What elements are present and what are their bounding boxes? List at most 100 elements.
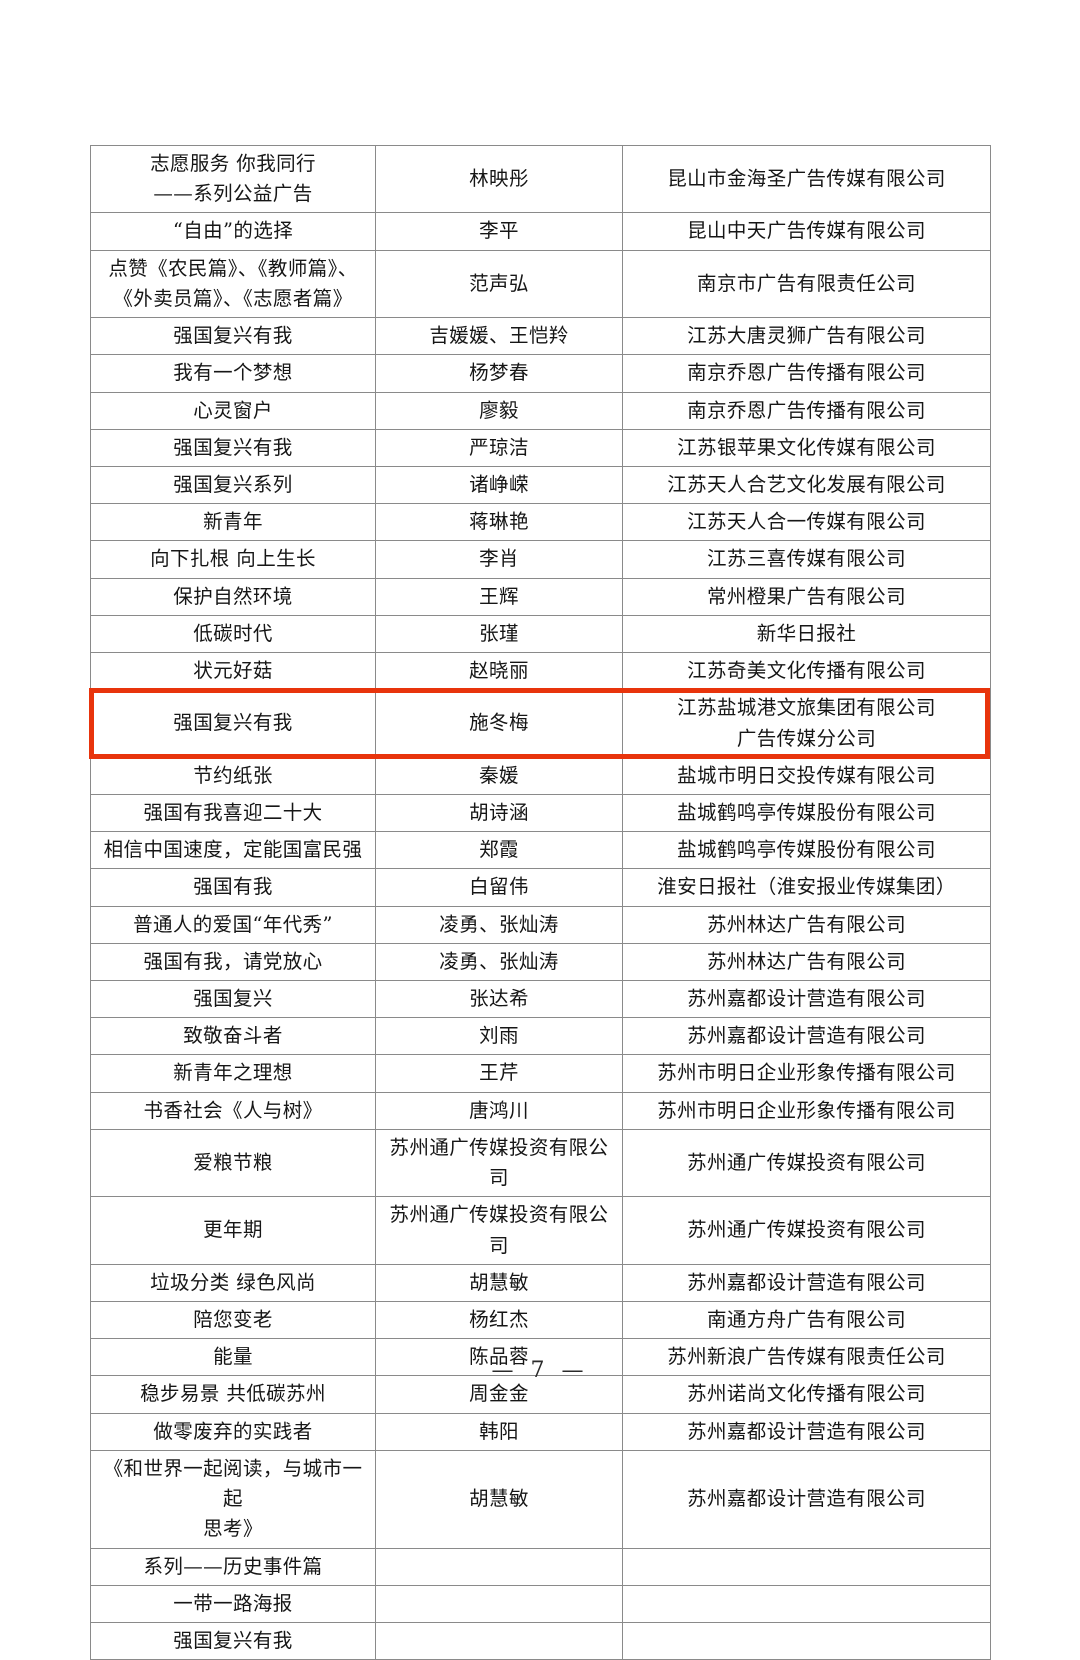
cell-author: 吉媛媛、王恺羚	[375, 317, 623, 356]
cell-organization: 江苏盐城港文旅集团有限公司 广告传媒分公司	[622, 689, 991, 758]
cell-organization: 苏州嘉都设计营造有限公司	[622, 1449, 991, 1549]
cell-work-title: 稳步易景 共低碳苏州	[90, 1375, 376, 1414]
cell-work-title: 致敬奋斗者	[90, 1017, 376, 1056]
cell-organization: 苏州诺尚文化传播有限公司	[622, 1375, 991, 1414]
cell-organization: 盐城鹤鸣亭传媒股份有限公司	[622, 793, 991, 833]
table-row: 书香社会《人与树》 唐鸿川 苏州市明日企业形象传播有限公司	[90, 1091, 991, 1130]
table-row: 节约纸张 秦媛 盐城市明日交投传媒有限公司	[90, 756, 991, 795]
cell-author: 李肖	[375, 540, 623, 579]
cell-work-title: 强国复兴有我	[90, 317, 376, 356]
cell-author: 李平	[375, 212, 623, 251]
cell-work-title: 书香社会《人与树》	[90, 1091, 376, 1130]
cell-organization: 南京乔恩广告传播有限公司	[622, 354, 991, 393]
cell-organization	[622, 1584, 991, 1623]
cell-organization: 苏州市明日企业形象传播有限公司	[622, 1054, 991, 1093]
cell-organization: 盐城鹤鸣亭传媒股份有限公司	[622, 831, 991, 870]
table-row: 强国有我 白留伟 淮安日报社（淮安报业传媒集团）	[90, 868, 991, 907]
cell-author: 白留伟	[375, 868, 623, 907]
cell-work-title: 陪您变老	[90, 1300, 376, 1340]
table-row: 保护自然环境 王辉 常州橙果广告有限公司	[90, 577, 991, 616]
cell-organization: 昆山市金海圣广告传媒有限公司	[622, 144, 991, 214]
cell-work-title: 强国有我，请党放心	[90, 942, 376, 982]
cell-organization: 苏州嘉都设计营造有限公司	[622, 1017, 991, 1056]
page-number-footer: — 7 —	[491, 1358, 589, 1383]
cell-work-title: 低碳时代	[90, 614, 376, 654]
table-row: 能量 陈品蓉 苏州新浪广告传媒有限责任公司	[90, 1338, 991, 1377]
table-row: 一带一路海报	[90, 1584, 991, 1623]
cell-author	[375, 1621, 623, 1660]
table-row: 志愿服务 你我同行 ——系列公益广告 林映彤 昆山市金海圣广告传媒有限公司	[90, 144, 991, 214]
cell-work-title: 能量	[90, 1338, 376, 1377]
cell-work-title: 我有一个梦想	[90, 354, 376, 393]
cell-work-title: 爱粮节粮	[90, 1128, 376, 1198]
table-row: 强国有我喜迎二十大 胡诗涵 盐城鹤鸣亭传媒股份有限公司	[90, 793, 991, 833]
cell-author: 范声弘	[375, 249, 623, 319]
cell-organization: 苏州通广传媒投资有限公司	[622, 1128, 991, 1198]
table-row: 低碳时代 张瑾 新华日报社	[90, 614, 991, 654]
cell-author: 陈品蓉	[375, 1338, 623, 1377]
cell-author: 韩阳	[375, 1412, 623, 1451]
cell-author: 凌勇、张灿涛	[375, 942, 623, 982]
table-row: 强国复兴系列 诸峥嵘 江苏天人合艺文化发展有限公司	[90, 465, 991, 505]
cell-author: 杨红杰	[375, 1300, 623, 1340]
award-table-body: 志愿服务 你我同行 ——系列公益广告 林映彤 昆山市金海圣广告传媒有限公司 “自由”的…	[90, 144, 991, 1660]
cell-work-title: 垃圾分类 绿色风尚	[90, 1263, 376, 1303]
table-row: “自由”的选择 李平 昆山中天广告传媒有限公司	[90, 212, 991, 251]
cell-organization: 苏州林达广告有限公司	[622, 942, 991, 982]
document-page: 志愿服务 你我同行 ——系列公益广告 林映彤 昆山市金海圣广告传媒有限公司 “自由”的…	[89, 144, 991, 1660]
cell-work-title: 相信中国速度，定能国富民强	[90, 831, 376, 870]
table-row: 致敬奋斗者 刘雨 苏州嘉都设计营造有限公司	[90, 1017, 991, 1056]
cell-author: 蒋琳艳	[375, 503, 623, 542]
table-row: 做零废弃的实践者 韩阳 苏州嘉都设计营造有限公司	[90, 1412, 991, 1451]
cell-work-title: 状元好菇	[90, 652, 376, 691]
table-row: 强国复兴有我	[90, 1621, 991, 1660]
cell-organization: 江苏天人合一传媒有限公司	[622, 503, 991, 542]
cell-organization: 南通方舟广告有限公司	[622, 1300, 991, 1340]
cell-author: 王芹	[375, 1054, 623, 1093]
cell-work-title: 一带一路海报	[90, 1584, 376, 1623]
cell-organization	[622, 1547, 991, 1586]
cell-work-title: 强国复兴有我	[90, 689, 376, 758]
cell-organization: 新华日报社	[622, 614, 991, 654]
cell-author: 苏州通广传媒投资有限公司	[375, 1128, 623, 1198]
cell-organization: 南京乔恩广告传播有限公司	[622, 391, 991, 430]
cell-work-title: 点赞《农民篇》、《教师篇》、 《外卖员篇》、《志愿者篇》	[90, 249, 376, 319]
cell-organization: 常州橙果广告有限公司	[622, 577, 991, 616]
table-row: 垃圾分类 绿色风尚 胡慧敏 苏州嘉都设计营造有限公司	[90, 1263, 991, 1303]
cell-work-title: “自由”的选择	[90, 212, 376, 251]
cell-organization: 南京市广告有限责任公司	[622, 249, 991, 319]
table-row: 点赞《农民篇》、《教师篇》、 《外卖员篇》、《志愿者篇》 范声弘 南京市广告有限责任…	[90, 249, 991, 319]
table-row: 普通人的爱国“年代秀” 凌勇、张灿涛 苏州林达广告有限公司	[90, 905, 991, 944]
cell-author: 廖毅	[375, 391, 623, 430]
cell-author: 林映彤	[375, 144, 623, 214]
cell-organization: 苏州嘉都设计营造有限公司	[622, 980, 991, 1019]
cell-work-title: 新青年之理想	[90, 1054, 376, 1093]
cell-work-title: 强国复兴有我	[90, 1621, 376, 1660]
cell-work-title: 新青年	[90, 503, 376, 542]
table-row: 更年期 苏州通广传媒投资有限公司 苏州通广传媒投资有限公司	[90, 1196, 991, 1265]
table-row: 陪您变老 杨红杰 南通方舟广告有限公司	[90, 1300, 991, 1340]
cell-author: 赵晓丽	[375, 652, 623, 691]
cell-work-title: 《和世界一起阅读，与城市一起 思考》	[90, 1449, 376, 1549]
cell-author: 施冬梅	[375, 689, 623, 758]
cell-work-title: 系列——历史事件篇	[90, 1547, 376, 1586]
cell-author: 诸峥嵘	[375, 465, 623, 505]
cell-organization	[622, 1621, 991, 1660]
cell-organization: 昆山中天广告传媒有限公司	[622, 212, 991, 251]
cell-work-title: 做零废弃的实践者	[90, 1412, 376, 1451]
cell-organization: 苏州嘉都设计营造有限公司	[622, 1263, 991, 1303]
table-row: 向下扎根 向上生长 李肖 江苏三喜传媒有限公司	[90, 540, 991, 579]
cell-author: 胡慧敏	[375, 1263, 623, 1303]
award-table: 志愿服务 你我同行 ——系列公益广告 林映彤 昆山市金海圣广告传媒有限公司 “自由”的…	[90, 144, 991, 1660]
cell-organization: 苏州通广传媒投资有限公司	[622, 1196, 991, 1265]
cell-work-title: 向下扎根 向上生长	[90, 540, 376, 579]
table-row: 相信中国速度，定能国富民强 郑霞 盐城鹤鸣亭传媒股份有限公司	[90, 831, 991, 870]
table-row: 稳步易景 共低碳苏州 周金金 苏州诺尚文化传播有限公司	[90, 1375, 991, 1414]
cell-organization: 淮安日报社（淮安报业传媒集团）	[622, 868, 991, 907]
table-row: 强国复兴 张达希 苏州嘉都设计营造有限公司	[90, 980, 991, 1019]
table-row: 爱粮节粮 苏州通广传媒投资有限公司 苏州通广传媒投资有限公司	[90, 1128, 991, 1198]
cell-author: 严琼洁	[375, 428, 623, 467]
cell-work-title: 强国复兴有我	[90, 428, 376, 467]
table-row: 强国有我，请党放心 凌勇、张灿涛 苏州林达广告有限公司	[90, 942, 991, 982]
table-row: 强国复兴有我 严琼洁 江苏银苹果文化传媒有限公司	[90, 428, 991, 467]
